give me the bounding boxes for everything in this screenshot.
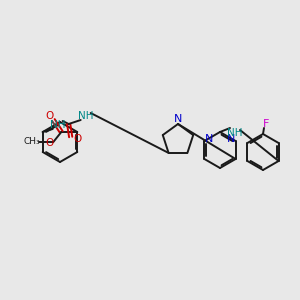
- Text: NH: NH: [78, 111, 93, 121]
- Text: F: F: [263, 119, 269, 129]
- Text: O: O: [45, 111, 53, 121]
- Text: N: N: [174, 114, 182, 124]
- Text: O: O: [74, 134, 82, 144]
- Text: N: N: [205, 134, 214, 144]
- Text: CH₃: CH₃: [23, 137, 40, 146]
- Text: O: O: [45, 138, 53, 148]
- Text: NH: NH: [50, 120, 65, 130]
- Text: N: N: [226, 134, 235, 144]
- Text: NH: NH: [227, 128, 243, 138]
